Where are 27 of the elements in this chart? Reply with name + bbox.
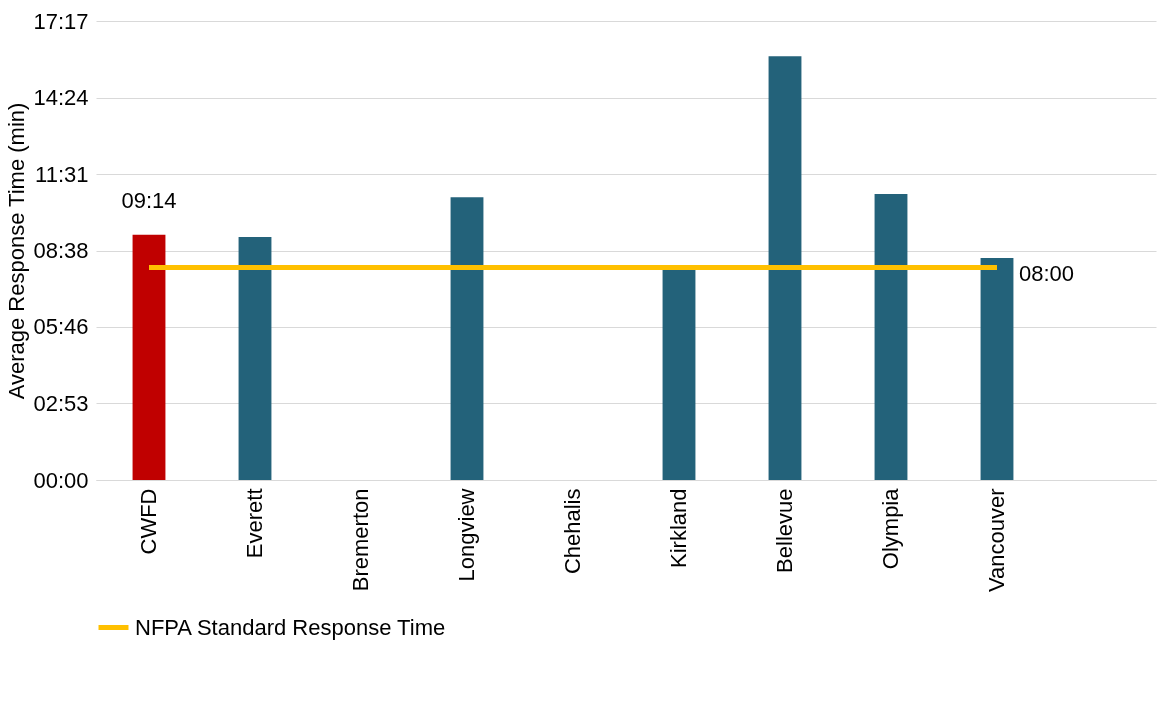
y-axis-title: Average Response Time (min)	[4, 102, 30, 400]
bar	[874, 193, 908, 480]
data-label: 09:14	[121, 187, 177, 213]
bar	[768, 56, 802, 480]
legend-label: NFPA Standard Response Time	[135, 614, 446, 640]
bar	[662, 268, 696, 480]
y-tick-label: 11:31	[35, 161, 89, 187]
bar	[238, 237, 272, 480]
bar	[980, 257, 1014, 480]
x-tick-label: Longview	[454, 488, 479, 582]
bar	[132, 234, 166, 480]
x-tick-label: Chehalis	[560, 488, 585, 575]
x-tick-label: CWFD	[136, 488, 161, 555]
y-tick-label: 05:46	[33, 314, 89, 340]
x-tick-label: Vancouver	[984, 488, 1009, 593]
y-tick-label: 02:53	[33, 390, 89, 416]
bar	[450, 197, 484, 480]
data-label: 08:00	[1019, 260, 1075, 286]
y-tick-label: 14:24	[33, 85, 89, 111]
y-tick-label: 00:00	[33, 467, 89, 493]
x-tick-label: Everett	[242, 488, 267, 559]
x-tick-label: Kirkland	[666, 488, 691, 568]
y-tick-label: 08:38	[33, 238, 89, 264]
y-tick-label: 17:17	[33, 8, 89, 34]
x-tick-label: Bremerton	[348, 488, 373, 592]
x-tick-label: Olympia	[878, 487, 903, 570]
x-tick-label: Bellevue	[772, 488, 797, 573]
